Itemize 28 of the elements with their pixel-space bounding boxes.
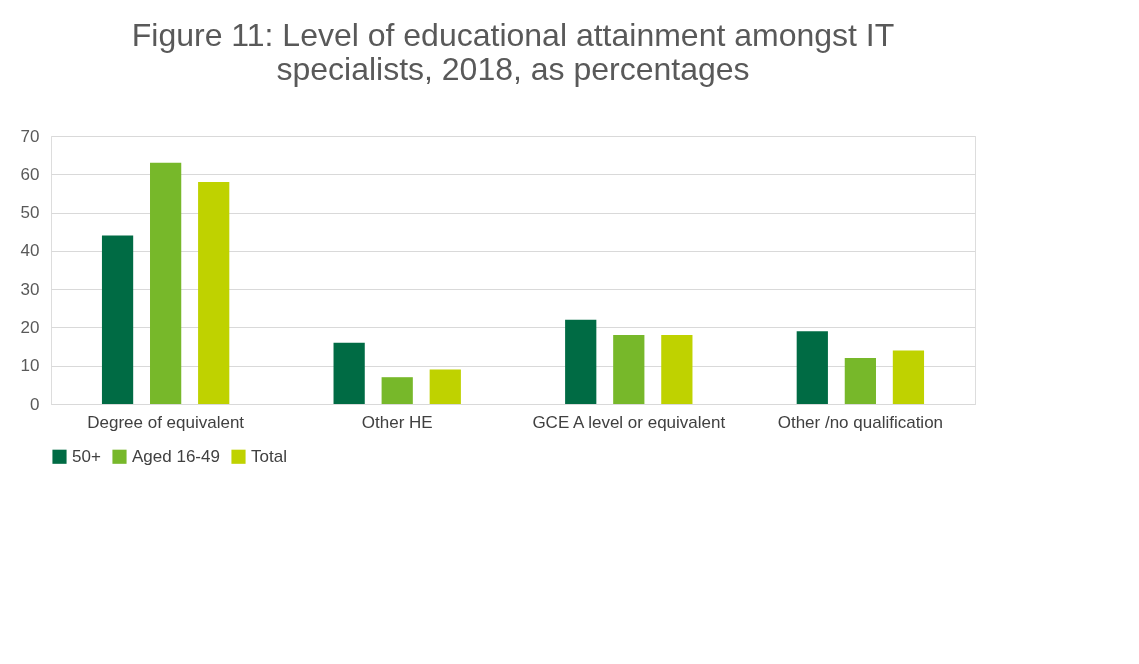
- bar: [198, 181, 230, 404]
- bar: [381, 377, 413, 404]
- y-tick-label: 40: [20, 241, 40, 261]
- y-tick-label: 60: [20, 164, 40, 184]
- bar: [429, 369, 461, 404]
- bar: [661, 335, 693, 404]
- y-tick-label: 20: [20, 317, 40, 337]
- chart-title: Figure 11: Level of educational attainment amongst IT specialists, 2018, as percentages: [131, 17, 895, 87]
- x-tick-label: Other /no qualification: [777, 412, 944, 432]
- y-tick-label: 50: [20, 203, 40, 223]
- legend-label: 50+: [72, 446, 101, 466]
- bar: [844, 358, 876, 404]
- bar: [333, 342, 365, 404]
- y-tick-label: 30: [20, 279, 40, 299]
- bar: [101, 235, 134, 404]
- x-tick-label: Other HE: [361, 412, 433, 432]
- x-tick-label: Degree of equivalent: [87, 412, 245, 432]
- y-tick-label: 0: [30, 394, 40, 414]
- bar: [796, 331, 828, 404]
- bar: [613, 335, 645, 404]
- x-tick-label: GCE A level or equivalent: [532, 412, 726, 432]
- y-tick-label: 70: [20, 126, 40, 146]
- bar: [892, 350, 925, 404]
- bar: [150, 162, 182, 404]
- legend-label: Aged 16-49: [132, 446, 220, 466]
- y-tick-label: 10: [20, 356, 40, 376]
- legend-label: Total: [251, 446, 287, 466]
- bar: [565, 319, 597, 404]
